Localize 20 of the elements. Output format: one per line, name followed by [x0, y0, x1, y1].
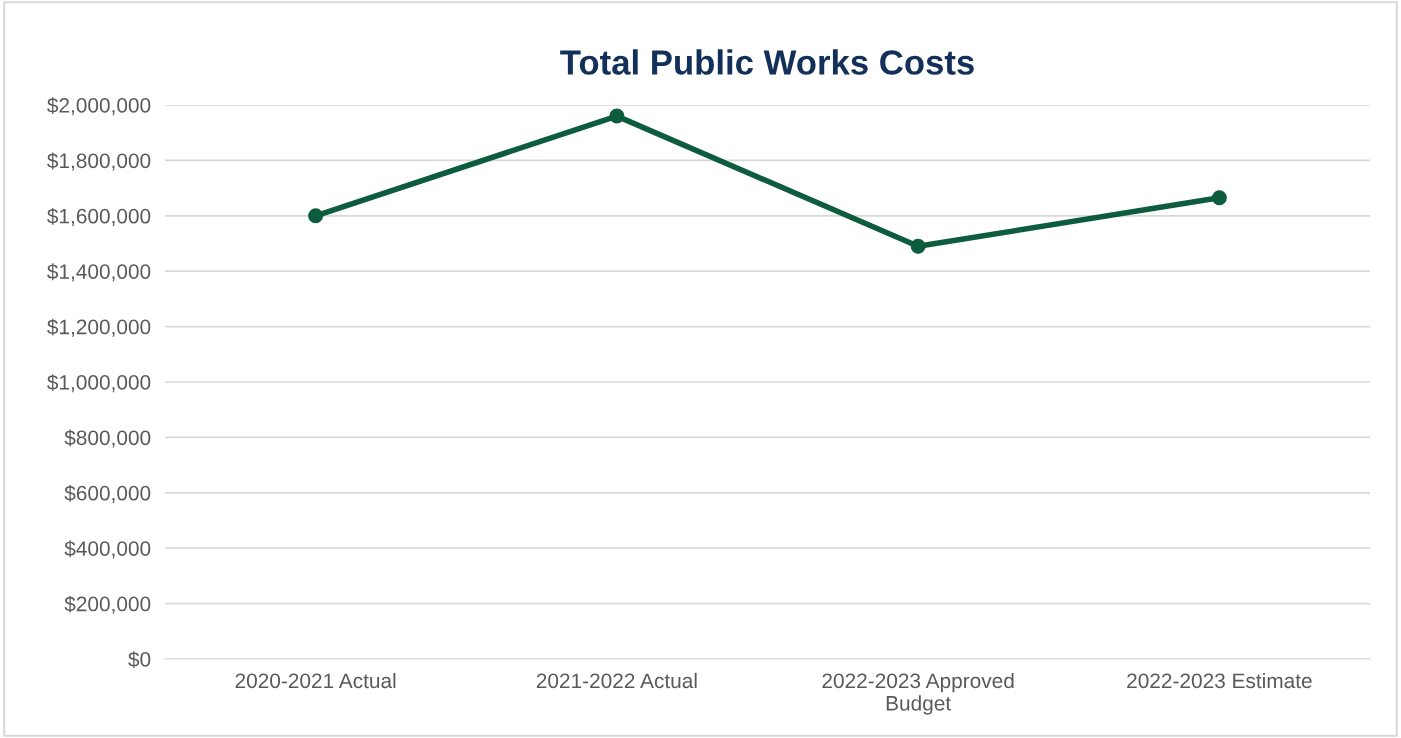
- x-tick-label: 2020-2021 Actual: [235, 672, 396, 689]
- y-tick-label: $200,000: [64, 595, 151, 614]
- y-tick-label: $0: [128, 651, 151, 668]
- y-tick-label: $600,000: [64, 484, 151, 504]
- y-tick-label: $1,600,000: [47, 207, 151, 227]
- x-tick-label: 2022-2023 Approved Budget: [822, 672, 1014, 715]
- point: [910, 238, 926, 254]
- x-tick-label: 2021-2022 Actual: [536, 672, 697, 689]
- y-tick-label: $2,000,000: [47, 97, 151, 116]
- point: [609, 108, 625, 124]
- y-tick-label: $1,200,000: [47, 318, 151, 337]
- y-tick-label: $1,400,000: [47, 263, 151, 282]
- y-tick-label: $800,000: [64, 429, 151, 448]
- chart-title: Total Public Works Costs: [560, 49, 974, 75]
- x-tick-label: 2022-2023 Estimate: [1127, 672, 1312, 689]
- y-tick-label: $1,800,000: [47, 152, 151, 171]
- point: [308, 208, 324, 224]
- point: [1211, 190, 1227, 206]
- y-tick-label: $1,000,000: [47, 374, 151, 393]
- y-tick-label: $400,000: [64, 540, 151, 559]
